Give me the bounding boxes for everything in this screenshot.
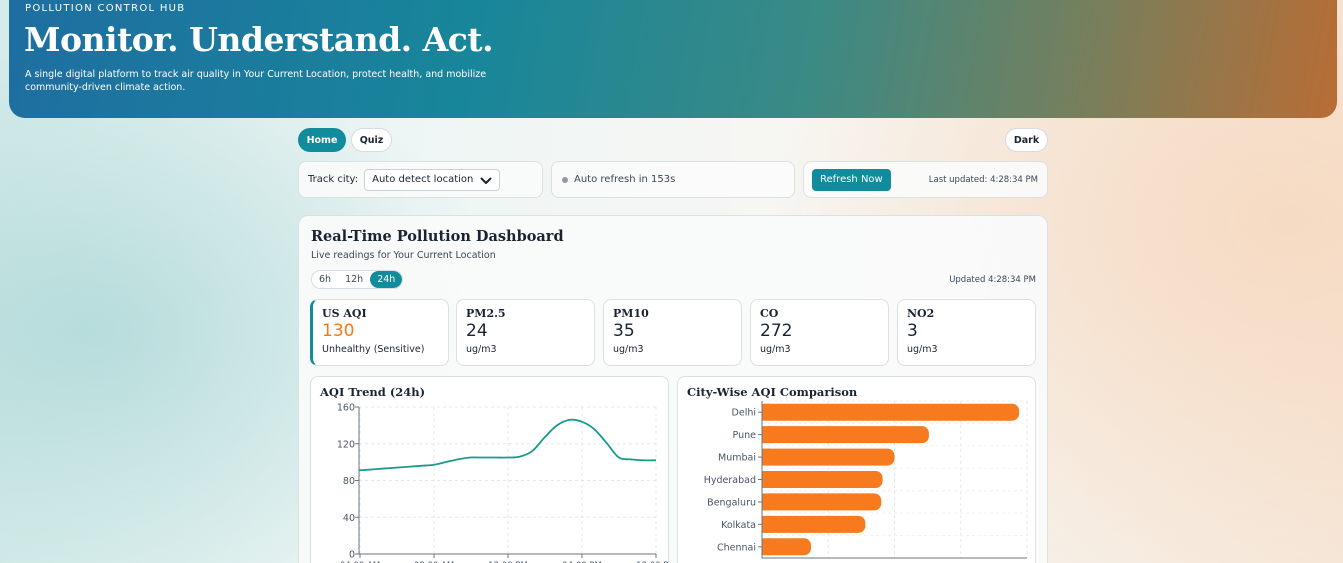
y-tick-label: 160	[337, 403, 355, 414]
metric-card-co: CO 272 ug/m3	[750, 299, 889, 366]
metric-value: 3	[907, 321, 918, 341]
hero-eyebrow: POLLUTION CONTROL HUB	[25, 3, 186, 14]
metric-unit: ug/m3	[907, 344, 938, 355]
dashboard-updated: Updated 4:28:34 PM	[949, 275, 1036, 285]
nav-quiz-button[interactable]: Quiz	[351, 128, 392, 152]
metric-value: 130	[322, 321, 355, 341]
hero-subtitle: A single digital platform to track air q…	[25, 69, 487, 93]
bar-base-hyderabad	[762, 471, 770, 488]
city-comparison-chart: City-Wise AQI Comparison Delhi Pune Mumbai…	[677, 376, 1036, 563]
metric-unit: ug/m3	[466, 344, 497, 355]
city-control: Track city: Auto detect location	[298, 161, 543, 198]
city-comparison-title: City-Wise AQI Comparison	[687, 385, 858, 399]
track-city-label: Track city:	[308, 174, 359, 185]
aqi-series-line	[358, 418, 657, 472]
city-comparison-plot: Delhi Pune Mumbai Hyderabad Bengaluru Kolkata…	[704, 400, 1028, 559]
nav-home-button[interactable]: Home	[298, 128, 346, 152]
refresh-control: Refresh Now Last updated: 4:28:34 PM	[803, 161, 1048, 198]
bar-base-bengaluru	[762, 493, 770, 511]
last-updated-text: Last updated: 4:28:34 PM	[928, 174, 1038, 185]
status-dot-icon	[562, 176, 568, 183]
metric-value: 24	[466, 321, 488, 341]
metric-label: NO2	[907, 307, 935, 320]
metric-label: PM2.5	[466, 307, 506, 320]
page-title: Monitor. Understand. Act.	[24, 20, 494, 59]
bar-hyderabad	[762, 471, 883, 488]
range-tab-24h[interactable]: 24h	[370, 271, 403, 288]
x-tick-label: 12:00 PM	[636, 561, 668, 563]
bar-base-pune	[762, 426, 770, 444]
x-tick-label: 04:00 PM	[562, 561, 602, 563]
metric-card-pm25: PM2.5 24 ug/m3	[456, 299, 595, 366]
bar-chennai	[762, 538, 812, 556]
metric-unit: ug/m3	[760, 344, 791, 355]
category-label: Pune	[733, 430, 757, 441]
y-tick-label: 80	[343, 476, 355, 487]
bar-base-delhi	[762, 403, 770, 421]
metric-label: CO	[760, 307, 779, 320]
aqi-trend-title: AQI Trend (24h)	[320, 385, 426, 399]
bar-base-mumbai	[762, 448, 770, 466]
bar-pune	[762, 426, 929, 444]
bar-base-chennai	[762, 538, 770, 556]
metric-card-pm10: PM10 35 ug/m3	[603, 299, 742, 366]
metric-value: 272	[760, 321, 793, 341]
auto-refresh-text: Auto refresh in 153s	[574, 174, 676, 185]
chevron-down-icon	[480, 177, 492, 184]
dashboard-title: Real-Time Pollution Dashboard	[311, 228, 564, 245]
range-tab-12h[interactable]: 12h	[345, 274, 364, 285]
category-label: Chennai	[717, 542, 756, 553]
time-range-tabs: 6h 12h 24h	[311, 270, 404, 289]
category-label: Bengaluru	[707, 497, 756, 508]
category-label: Mumbai	[718, 453, 756, 464]
city-select[interactable]: Auto detect location	[364, 168, 501, 191]
bar-delhi	[762, 403, 1020, 421]
metric-label: US AQI	[322, 307, 367, 320]
metric-unit: Unhealthy (Sensitive)	[322, 344, 425, 355]
metric-card-no2: NO2 3 ug/m3	[897, 299, 1036, 366]
category-label: Hyderabad	[704, 475, 756, 486]
x-tick-label: 04:00 AM	[340, 561, 380, 563]
y-tick-label: 40	[343, 513, 355, 524]
dashboard-subtitle: Live readings for Your Current Location	[311, 250, 496, 261]
bar-bengaluru	[762, 493, 882, 511]
metric-value: 35	[613, 321, 635, 341]
theme-toggle-button[interactable]: Dark	[1005, 128, 1048, 152]
metric-card-aqi: US AQI 130 Unhealthy (Sensitive)	[310, 299, 449, 366]
bar-base-kolkata	[762, 515, 770, 533]
metric-label: PM10	[613, 307, 649, 320]
category-label: Kolkata	[721, 520, 756, 531]
y-tick-label: 0	[349, 550, 355, 561]
hero-banner: POLLUTION CONTROL HUB Monitor. Understan…	[9, 0, 1337, 118]
city-select-value: Auto detect location	[372, 174, 474, 185]
x-tick-label: 08:00 AM	[414, 561, 454, 563]
y-tick-label: 120	[337, 439, 355, 450]
dashboard-panel: Real-Time Pollution Dashboard Live readi…	[298, 215, 1048, 563]
bar-mumbai	[762, 448, 895, 466]
auto-refresh-control: Auto refresh in 153s	[551, 161, 795, 198]
x-tick-label: 12:00 PM	[488, 561, 528, 563]
refresh-now-button[interactable]: Refresh Now	[812, 168, 891, 191]
range-tab-6h[interactable]: 6h	[319, 274, 332, 285]
aqi-trend-plot: 0 40 80 120 160 04:00 AM 08:00 AM 12:00 PM 04:00…	[337, 403, 668, 563]
metric-unit: ug/m3	[613, 344, 644, 355]
category-label: Delhi	[732, 408, 756, 419]
aqi-trend-chart: AQI Trend (24h) 0 40 80 120 160 04:00 AM 08:00…	[310, 376, 669, 563]
bar-kolkata	[762, 515, 866, 533]
